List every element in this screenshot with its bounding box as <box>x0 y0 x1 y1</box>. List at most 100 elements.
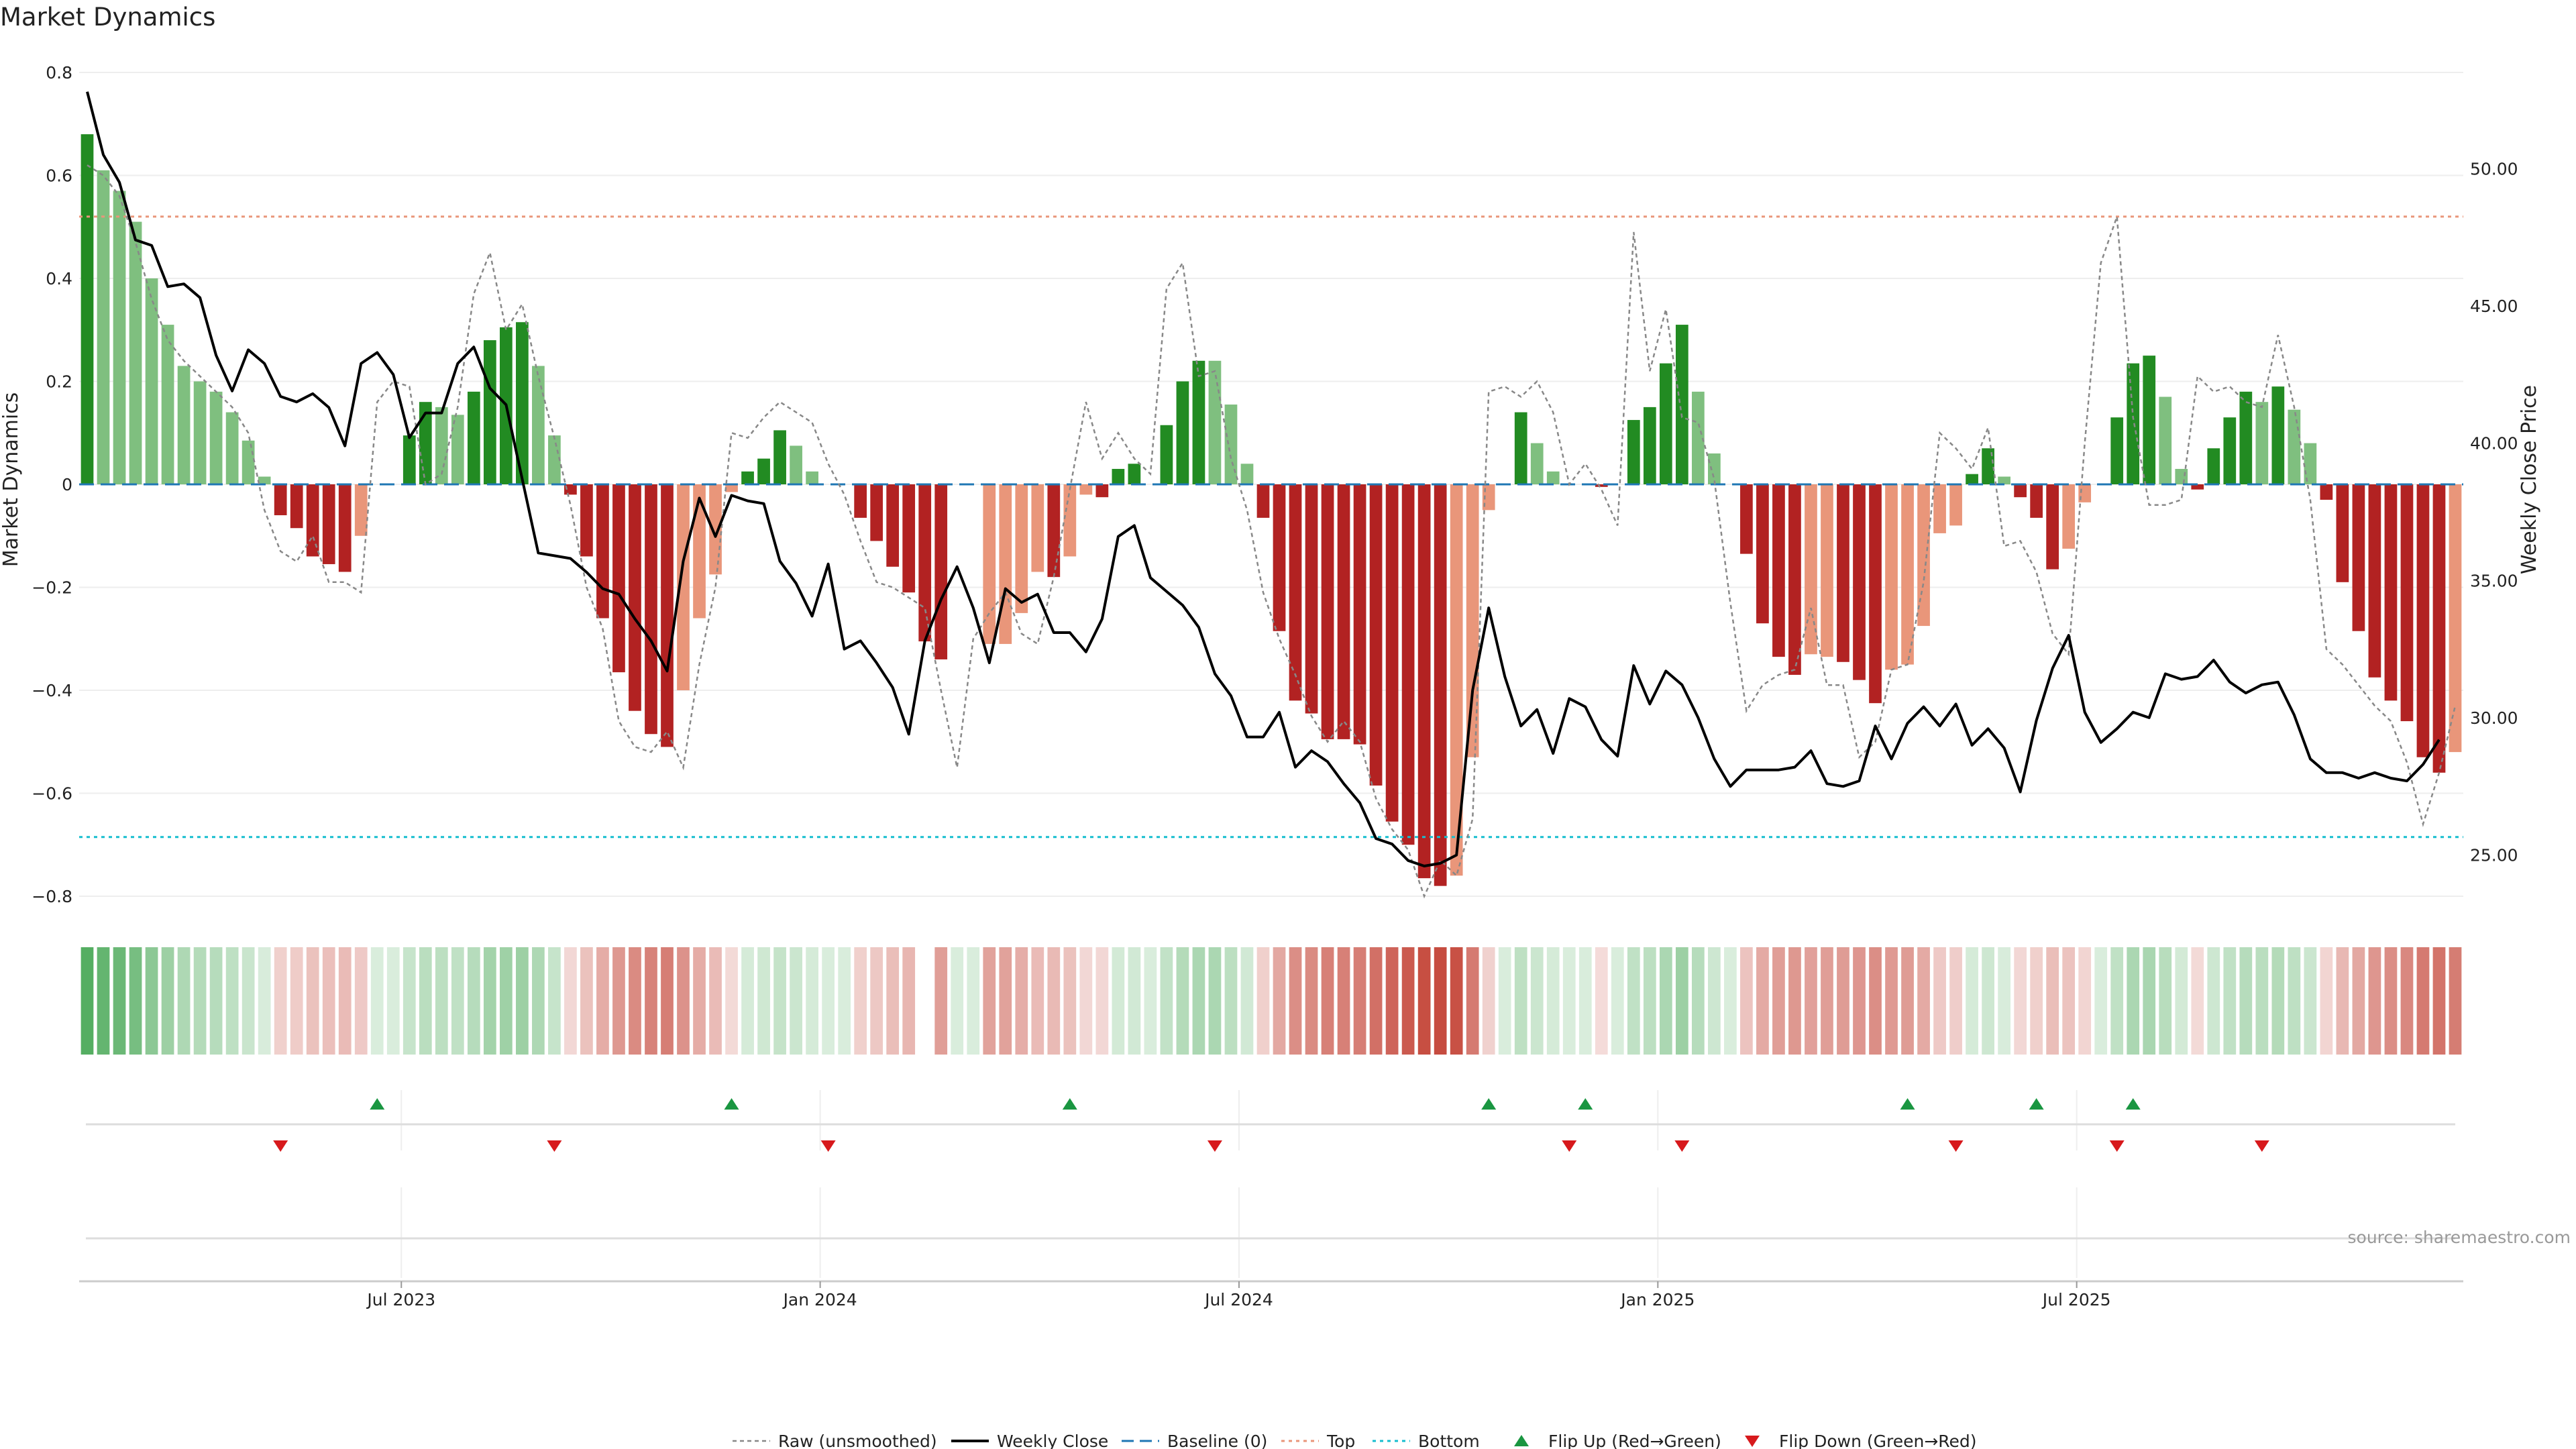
dynamics-bar <box>97 170 110 484</box>
strip-cell <box>2223 947 2237 1055</box>
dynamics-bar <box>1176 381 1189 484</box>
dynamics-bar <box>548 435 561 484</box>
strip-cell <box>806 947 818 1055</box>
dynamics-bar <box>1853 484 1866 680</box>
strip-cell <box>773 947 786 1055</box>
dynamics-bar <box>2207 448 2220 484</box>
dynamics-bar <box>1595 484 1608 487</box>
y-tick-label: −0.6 <box>32 784 72 804</box>
dynamics-bar <box>1369 484 1383 786</box>
strip-cell <box>258 947 271 1055</box>
strip-cell <box>1450 947 1463 1055</box>
y-axis-right: 50.00 45.00 40.00 35.00 30.00 25.00 <box>2470 159 2518 865</box>
strip-cell <box>274 947 287 1055</box>
dynamics-bar <box>451 415 464 484</box>
dynamics-bar <box>532 366 545 484</box>
strip-cell <box>999 947 1012 1055</box>
dynamics-bar <box>1966 474 1978 484</box>
strip-cell <box>97 947 110 1055</box>
strip-cell <box>1675 947 1688 1055</box>
strip-cell <box>161 947 174 1055</box>
strip-cell <box>596 947 609 1055</box>
strip-cell <box>1015 947 1028 1055</box>
dynamics-bar <box>854 484 867 518</box>
dynamics-bar <box>258 476 271 484</box>
dynamics-bar <box>2304 443 2317 484</box>
strip-cell <box>2239 947 2253 1055</box>
strip-cell <box>741 947 754 1055</box>
dynamics-bar <box>209 391 223 484</box>
x-tick-label: Jul 2024 <box>1203 1290 1273 1309</box>
strip-cell <box>902 947 916 1055</box>
strip-cell <box>354 947 368 1055</box>
strip-cell <box>1821 947 1833 1055</box>
y2-axis-label: Weekly Close Price <box>2518 385 2541 574</box>
strip-cell <box>709 947 722 1055</box>
strip-cell <box>838 947 851 1055</box>
dynamics-bar <box>741 471 754 484</box>
dynamics-bar <box>1289 484 1302 701</box>
dynamics-bar <box>1675 325 1688 484</box>
strip-cell <box>1112 947 1125 1055</box>
strip-cell <box>1562 947 1576 1055</box>
dynamics-bar <box>2223 417 2237 484</box>
dynamics-bar <box>1192 360 1205 484</box>
strip-cell <box>2271 947 2285 1055</box>
strip-cell <box>1369 947 1383 1055</box>
dynamics-bar <box>2288 409 2301 484</box>
strip-cell <box>548 947 561 1055</box>
dynamics-bar <box>2449 484 2462 753</box>
strip-cell <box>2207 947 2220 1055</box>
dynamics-bar <box>2432 484 2446 773</box>
strip-cell <box>1289 947 1302 1055</box>
flip-up-marker <box>724 1098 739 1110</box>
dynamics-bar <box>467 391 480 484</box>
strip-cell <box>2320 947 2333 1055</box>
dynamics-bar <box>1998 476 2010 484</box>
strip-cell <box>2191 947 2204 1055</box>
strip-cell <box>1949 947 1962 1055</box>
dynamics-bar <box>999 484 1012 644</box>
y-axis-left: 0.8 0.6 0.4 0.2 0 −0.2 −0.4 −0.6 −0.8 <box>32 63 72 906</box>
dynamics-bar <box>1901 484 1914 665</box>
x-axis: Jul 2023 Jan 2024 Jul 2024 Jan 2025 Jul 2025 <box>366 1281 2111 1309</box>
y2-tick-label: 30.00 <box>2470 708 2518 728</box>
dynamics-bar <box>773 430 786 484</box>
strip-cell <box>1966 947 1978 1055</box>
dynamics-bar <box>580 484 593 557</box>
dynamics-bar <box>2336 484 2349 582</box>
dynamics-bar <box>161 325 174 484</box>
legend-label: Flip Up (Red→Green) <box>1548 1432 1721 1449</box>
dynamics-bar <box>1530 443 1544 484</box>
strip-cell <box>2432 947 2446 1055</box>
y-tick-label: 0.6 <box>46 166 72 186</box>
strip-cell <box>2110 947 2124 1055</box>
strip-cell <box>516 947 529 1055</box>
dynamics-bar <box>918 484 932 642</box>
x-tick-label: Jan 2024 <box>782 1290 857 1309</box>
strip-cell <box>1837 947 1849 1055</box>
strip-cell <box>370 947 384 1055</box>
flip-down-marker <box>273 1140 288 1152</box>
dynamics-bar <box>1224 405 1238 484</box>
strip-cell <box>1240 947 1254 1055</box>
dynamics-bar <box>1240 464 1254 484</box>
legend-label: Raw (unsmoothed) <box>778 1432 937 1449</box>
dynamics-bar <box>2030 484 2043 518</box>
dynamics-bar <box>1112 468 1125 484</box>
strip-cell <box>1256 947 1270 1055</box>
strip-cell <box>1788 947 1801 1055</box>
y-tick-label: 0 <box>62 475 72 494</box>
strip-cell <box>2255 947 2269 1055</box>
dynamics-bar <box>306 484 319 557</box>
dynamics-bar <box>113 191 126 484</box>
y2-tick-label: 50.00 <box>2470 159 2518 178</box>
strip-cell <box>2046 947 2059 1055</box>
strip-cell <box>2014 947 2027 1055</box>
dynamics-bar <box>129 221 142 484</box>
dynamics-bar <box>1337 484 1350 739</box>
strip-cell <box>451 947 464 1055</box>
strip-cell <box>2094 947 2108 1055</box>
strip-cell <box>886 947 900 1055</box>
